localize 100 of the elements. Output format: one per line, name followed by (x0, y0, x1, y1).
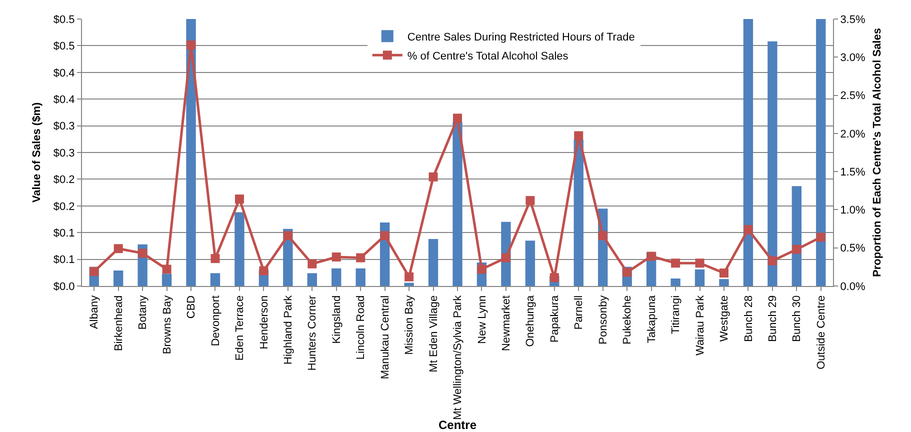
bar (234, 212, 244, 286)
point (210, 254, 220, 264)
x-tick-label: Kingsland (330, 295, 343, 344)
x-tick-label: Bunch 29 (767, 295, 780, 342)
x-tick-label: Mt Wellington/Sylvia Park (452, 294, 464, 420)
bar (719, 279, 729, 286)
bar (356, 268, 366, 286)
y-tick-label: $0.2 (53, 174, 75, 186)
point (259, 266, 268, 276)
bar (307, 273, 317, 286)
x-tick-label: Papakura (548, 294, 561, 342)
y2-axis-title: Proportion of Each Centre's Total Alcohol Sales (872, 28, 884, 277)
bar (694, 269, 705, 286)
y2-tick-label: 1.0% (840, 204, 866, 217)
point (550, 273, 559, 282)
x-tick-label: Mt Eden Village (428, 295, 440, 372)
x-axis-title: Centre (438, 418, 477, 432)
bar (670, 278, 680, 286)
bar (452, 122, 462, 286)
x-tick-label: Henderson (258, 295, 270, 350)
point (332, 252, 341, 262)
x-tick-label: Browns Bay (161, 294, 174, 354)
x-tick-label: New Lynn (476, 295, 488, 344)
bar (792, 186, 802, 286)
y2-tick-label: 0.0% (840, 280, 866, 293)
x-tick-label: Eden Terrace (234, 295, 246, 361)
point (792, 244, 802, 254)
y2-tick-label: 2.0% (840, 128, 866, 140)
y2-tick-label: 3.5% (840, 14, 866, 26)
point (744, 225, 753, 234)
x-tick-label: Newmarket (500, 295, 513, 352)
point (646, 252, 656, 261)
point (501, 253, 510, 262)
bar (525, 240, 536, 286)
y-tick-label: $0.4 (53, 67, 75, 80)
x-tick-label: Pukekohe (622, 295, 634, 344)
bar (113, 270, 124, 286)
point (574, 131, 584, 140)
legend-label: Centre Sales During Restricted Hours of Trade (407, 31, 635, 44)
y-tick-label: $0.1 (53, 227, 75, 240)
y-tick-label: $0.1 (53, 254, 75, 266)
x-tick-label: Bunch 28 (742, 295, 755, 342)
x-tick-label: CBD (186, 295, 198, 319)
x-tick-label: Ponsonby (597, 294, 610, 344)
x-tick-label: Wairau Park (694, 294, 706, 356)
point (598, 231, 608, 240)
x-tick-label: Hunters Corner (306, 295, 319, 371)
x-tick-label: Onehunga (524, 294, 537, 347)
bar (768, 41, 778, 286)
y-tick-label: $0.3 (53, 120, 75, 133)
y-tick-label: $0.0 (53, 280, 75, 293)
x-tick-label: Botany (137, 294, 150, 330)
x-tick-label: Outside Centre (815, 295, 828, 370)
point (234, 194, 244, 204)
point (695, 258, 704, 268)
y-tick-label: $0.5 (53, 14, 75, 26)
point (816, 232, 826, 242)
x-tick-label: Takapuna (646, 294, 658, 344)
bar (210, 273, 220, 286)
x-tick-label: Lincoln Road (355, 295, 368, 360)
y2-tick-label: 0.5% (840, 242, 866, 255)
x-tick-label: Devonport (210, 295, 222, 346)
bar (816, 19, 826, 286)
point (526, 196, 535, 206)
y-axis-title: Value of Sales ($m) (31, 102, 44, 203)
legend-label: % of Centre's Total Alcohol Sales (407, 50, 569, 62)
point (308, 259, 317, 268)
point (719, 268, 728, 278)
point (114, 244, 123, 254)
point (186, 40, 196, 50)
x-tick-label: Birkenhead (112, 295, 125, 352)
point (138, 248, 148, 258)
y2-tick-label: 2.5% (840, 90, 866, 102)
x-tick-label: Westgate (718, 295, 731, 342)
y-tick-label: $0.4 (53, 94, 75, 106)
x-tick-label: Titirangi (670, 295, 682, 334)
point (356, 253, 366, 262)
point (768, 256, 777, 266)
bar (332, 268, 342, 286)
x-tick-label: Highland Park (282, 294, 294, 364)
point (162, 264, 172, 274)
x-tick-label: Manukau Central (379, 295, 392, 380)
bar (574, 140, 584, 286)
y-tick-label: $0.3 (53, 147, 75, 160)
y2-tick-label: 1.5% (840, 166, 866, 178)
y-tick-label: $0.5 (53, 40, 75, 53)
bar (743, 19, 754, 286)
point (477, 264, 486, 274)
point (380, 231, 390, 240)
bar (404, 282, 414, 286)
point (671, 258, 680, 268)
point (453, 114, 462, 123)
x-tick-label: Mission Bay (404, 294, 416, 355)
point (404, 272, 414, 282)
bar (428, 239, 438, 286)
y-tick-label: $0.2 (53, 200, 75, 213)
point (283, 231, 292, 240)
y2-tick-label: 3.0% (840, 52, 866, 64)
bar (162, 274, 172, 286)
x-tick-label: Bunch 30 (791, 295, 804, 342)
